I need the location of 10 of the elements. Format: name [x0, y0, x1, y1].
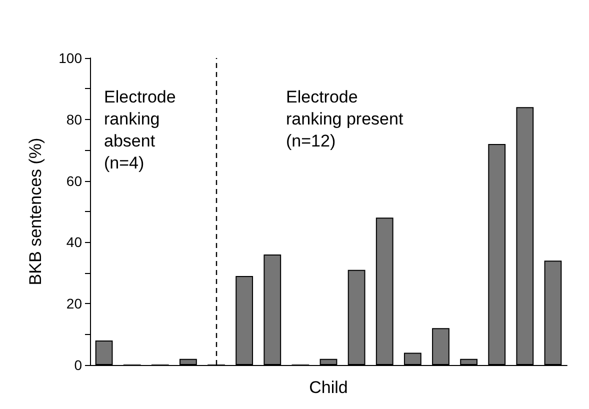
y-tick-label: 100 — [58, 50, 82, 66]
y-tick-label: 20 — [66, 296, 82, 312]
y-tick-label: 60 — [66, 172, 82, 189]
y-tick-label: 80 — [66, 111, 82, 128]
y-tick-label: 0 — [74, 357, 82, 373]
annotation: Electrode ranking absent (n=4) — [104, 88, 176, 172]
y-axis-title: BKB sentences (%) — [26, 138, 45, 286]
x-axis-title: Child — [309, 378, 348, 397]
y-tick-label: 40 — [66, 234, 82, 250]
annotation: Electrode ranking present (n=12) — [286, 88, 404, 150]
